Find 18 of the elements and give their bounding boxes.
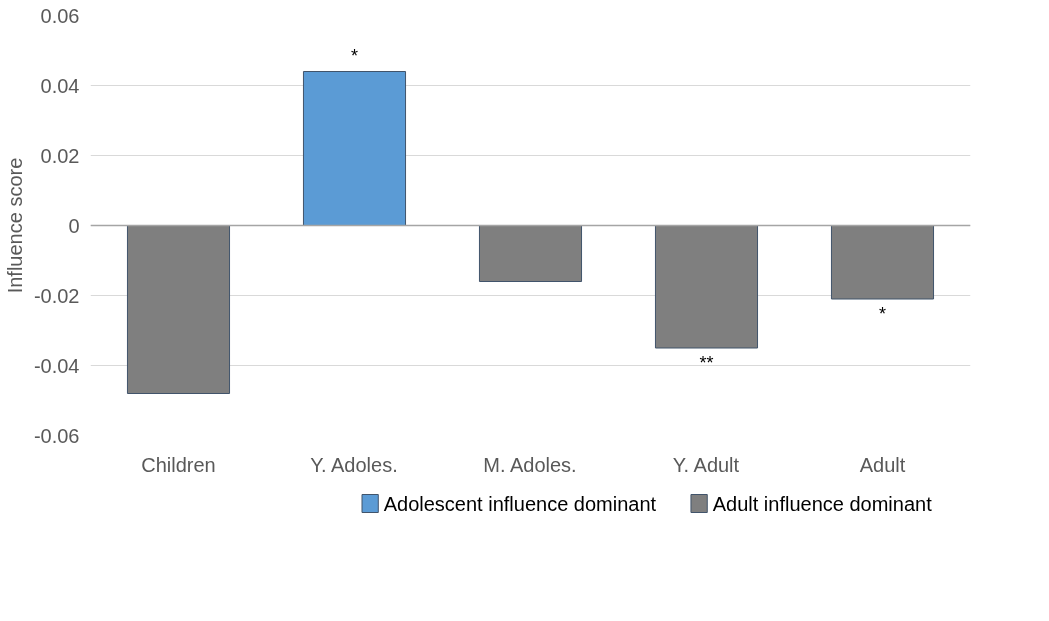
legend-label: Adolescent influence dominant bbox=[383, 492, 657, 515]
annotation: * bbox=[879, 304, 887, 325]
annotation: * bbox=[351, 46, 359, 67]
x-tick-label: Y. Adult bbox=[672, 453, 740, 476]
y-tick-label: 0.04 bbox=[40, 74, 80, 97]
x-tick-label: Y. Adoles. bbox=[310, 453, 398, 476]
y-tick-label: -0.04 bbox=[33, 354, 80, 377]
y-axis-title: Influence score bbox=[3, 157, 26, 294]
x-tick-label: Adult bbox=[859, 453, 906, 476]
x-tick-label: Children bbox=[141, 453, 216, 476]
annotation: ** bbox=[699, 353, 714, 374]
y-tick-label: -0.02 bbox=[33, 284, 80, 307]
legend-label: Adult influence dominant bbox=[712, 492, 933, 515]
x-tick-label: M. Adoles. bbox=[483, 453, 577, 476]
y-tick-label: -0.06 bbox=[33, 424, 80, 447]
y-tick-label: 0.02 bbox=[40, 144, 80, 167]
y-tick-label: 0.06 bbox=[40, 4, 80, 27]
y-tick-label: 0 bbox=[68, 214, 80, 237]
